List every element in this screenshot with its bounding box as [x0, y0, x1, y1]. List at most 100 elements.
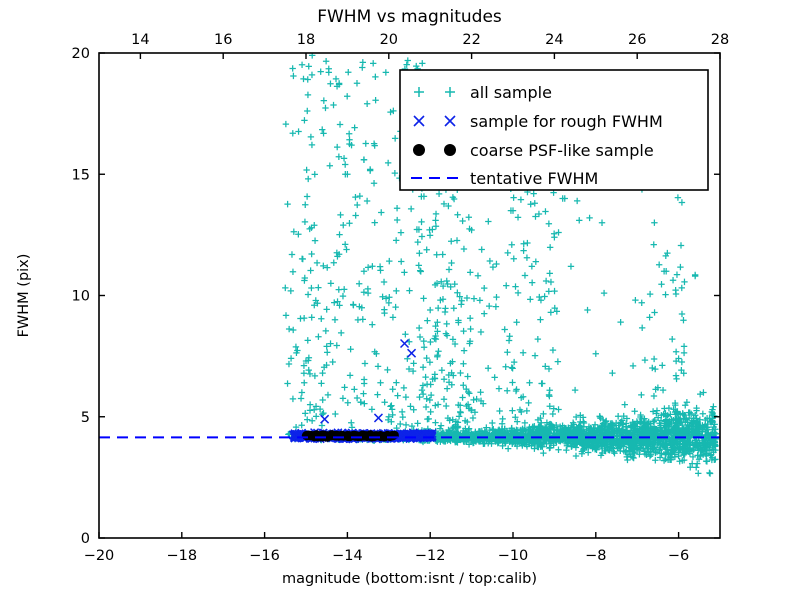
marker-plus [705, 447, 713, 454]
marker-plus [378, 209, 385, 216]
legend-label-3: tentative FWHM [470, 169, 598, 188]
marker-plus [356, 192, 364, 200]
marker-plus [300, 369, 308, 377]
marker-plus [377, 379, 384, 386]
marker-plus [600, 289, 608, 297]
marker-plus [678, 199, 686, 206]
marker-plus [493, 293, 500, 301]
marker-plus [424, 317, 431, 324]
marker-plus [563, 446, 570, 454]
marker-plus [362, 140, 369, 147]
marker-plus [481, 310, 488, 317]
marker-plus [366, 166, 374, 173]
marker-plus [555, 430, 563, 437]
legend-frame[interactable] [399, 69, 709, 191]
marker-plus [551, 234, 558, 241]
marker-plus [596, 413, 604, 420]
legend-entry-0[interactable]: all sample [414, 83, 552, 102]
marker-plus [509, 407, 516, 414]
marker-plus [641, 427, 648, 434]
marker-plus [661, 442, 668, 450]
marker-plus [460, 360, 467, 367]
marker-plus [491, 374, 498, 381]
marker-plus [324, 264, 331, 271]
marker-plus [668, 451, 676, 458]
marker-plus [290, 326, 297, 334]
marker-plus [512, 437, 520, 444]
marker-plus [360, 268, 368, 275]
marker-plus [656, 440, 664, 448]
marker-plus [427, 338, 434, 346]
marker-plus [398, 408, 406, 416]
marker-plus [392, 237, 400, 244]
marker-plus [557, 427, 564, 434]
marker-plus [402, 393, 410, 401]
marker-plus [442, 330, 450, 337]
marker-plus [392, 303, 399, 311]
marker-plus [387, 108, 394, 116]
marker-plus [298, 389, 306, 396]
marker-plus [298, 422, 305, 429]
marker-plus [503, 387, 511, 394]
marker-plus [303, 166, 310, 174]
marker-plus [442, 402, 450, 410]
marker-plus [374, 363, 382, 370]
marker-plus [352, 193, 359, 201]
marker-plus [484, 440, 492, 447]
marker-plus [320, 130, 327, 137]
marker-plus [614, 445, 621, 452]
marker-plus [512, 387, 520, 395]
marker-plus [483, 424, 490, 431]
marker-plus [619, 426, 627, 434]
marker-plus [444, 280, 451, 288]
marker-plus [705, 429, 712, 437]
marker-plus [419, 390, 427, 398]
marker-plus [523, 443, 531, 450]
marker-plus [551, 287, 558, 295]
marker-plus [349, 301, 357, 308]
marker-plus [292, 343, 300, 351]
marker-plus [706, 470, 714, 477]
marker-plus [495, 385, 503, 392]
marker-plus [401, 269, 408, 276]
marker-plus [573, 197, 581, 205]
marker-plus [324, 349, 331, 356]
marker-plus [542, 363, 549, 370]
marker-plus [680, 343, 688, 350]
marker-plus [697, 390, 704, 398]
marker-plus [330, 101, 337, 109]
marker-plus [567, 440, 574, 447]
marker-plus [301, 379, 308, 386]
marker-plus [289, 395, 297, 403]
marker-plus [427, 306, 434, 314]
marker-plus [339, 292, 347, 300]
marker-plus [512, 413, 519, 421]
marker-plus [393, 216, 401, 224]
marker-plus [441, 308, 449, 316]
legend-entry-2[interactable]: coarse PSF-like sample [413, 141, 654, 160]
legend-entry-1[interactable]: sample for rough FWHM [413, 112, 663, 131]
marker-plus [667, 456, 675, 463]
marker-plus [435, 432, 442, 439]
marker-plus [460, 245, 468, 253]
marker-plus [356, 303, 363, 310]
marker-plus [711, 441, 719, 448]
marker-plus [517, 196, 525, 203]
marker-plus [432, 210, 440, 218]
marker-plus [696, 416, 704, 423]
legend-entry-3[interactable]: tentative FWHM [411, 169, 598, 188]
marker-plus [658, 430, 666, 437]
marker-plus [545, 288, 552, 295]
marker-plus [295, 231, 302, 238]
marker-plus [486, 302, 493, 310]
marker-plus [567, 263, 575, 270]
marker-plus [710, 403, 717, 410]
marker-plus [443, 320, 450, 328]
legend-box[interactable]: all sample sample for rough FWHM coarse PS… [399, 69, 709, 191]
marker-plus [638, 391, 645, 399]
marker-plus [453, 237, 461, 244]
marker-plus [470, 295, 478, 302]
marker-plus [464, 401, 472, 408]
marker-plus [542, 208, 549, 215]
